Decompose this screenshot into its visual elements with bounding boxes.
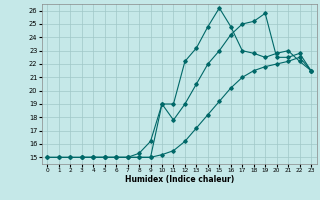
X-axis label: Humidex (Indice chaleur): Humidex (Indice chaleur): [124, 175, 234, 184]
